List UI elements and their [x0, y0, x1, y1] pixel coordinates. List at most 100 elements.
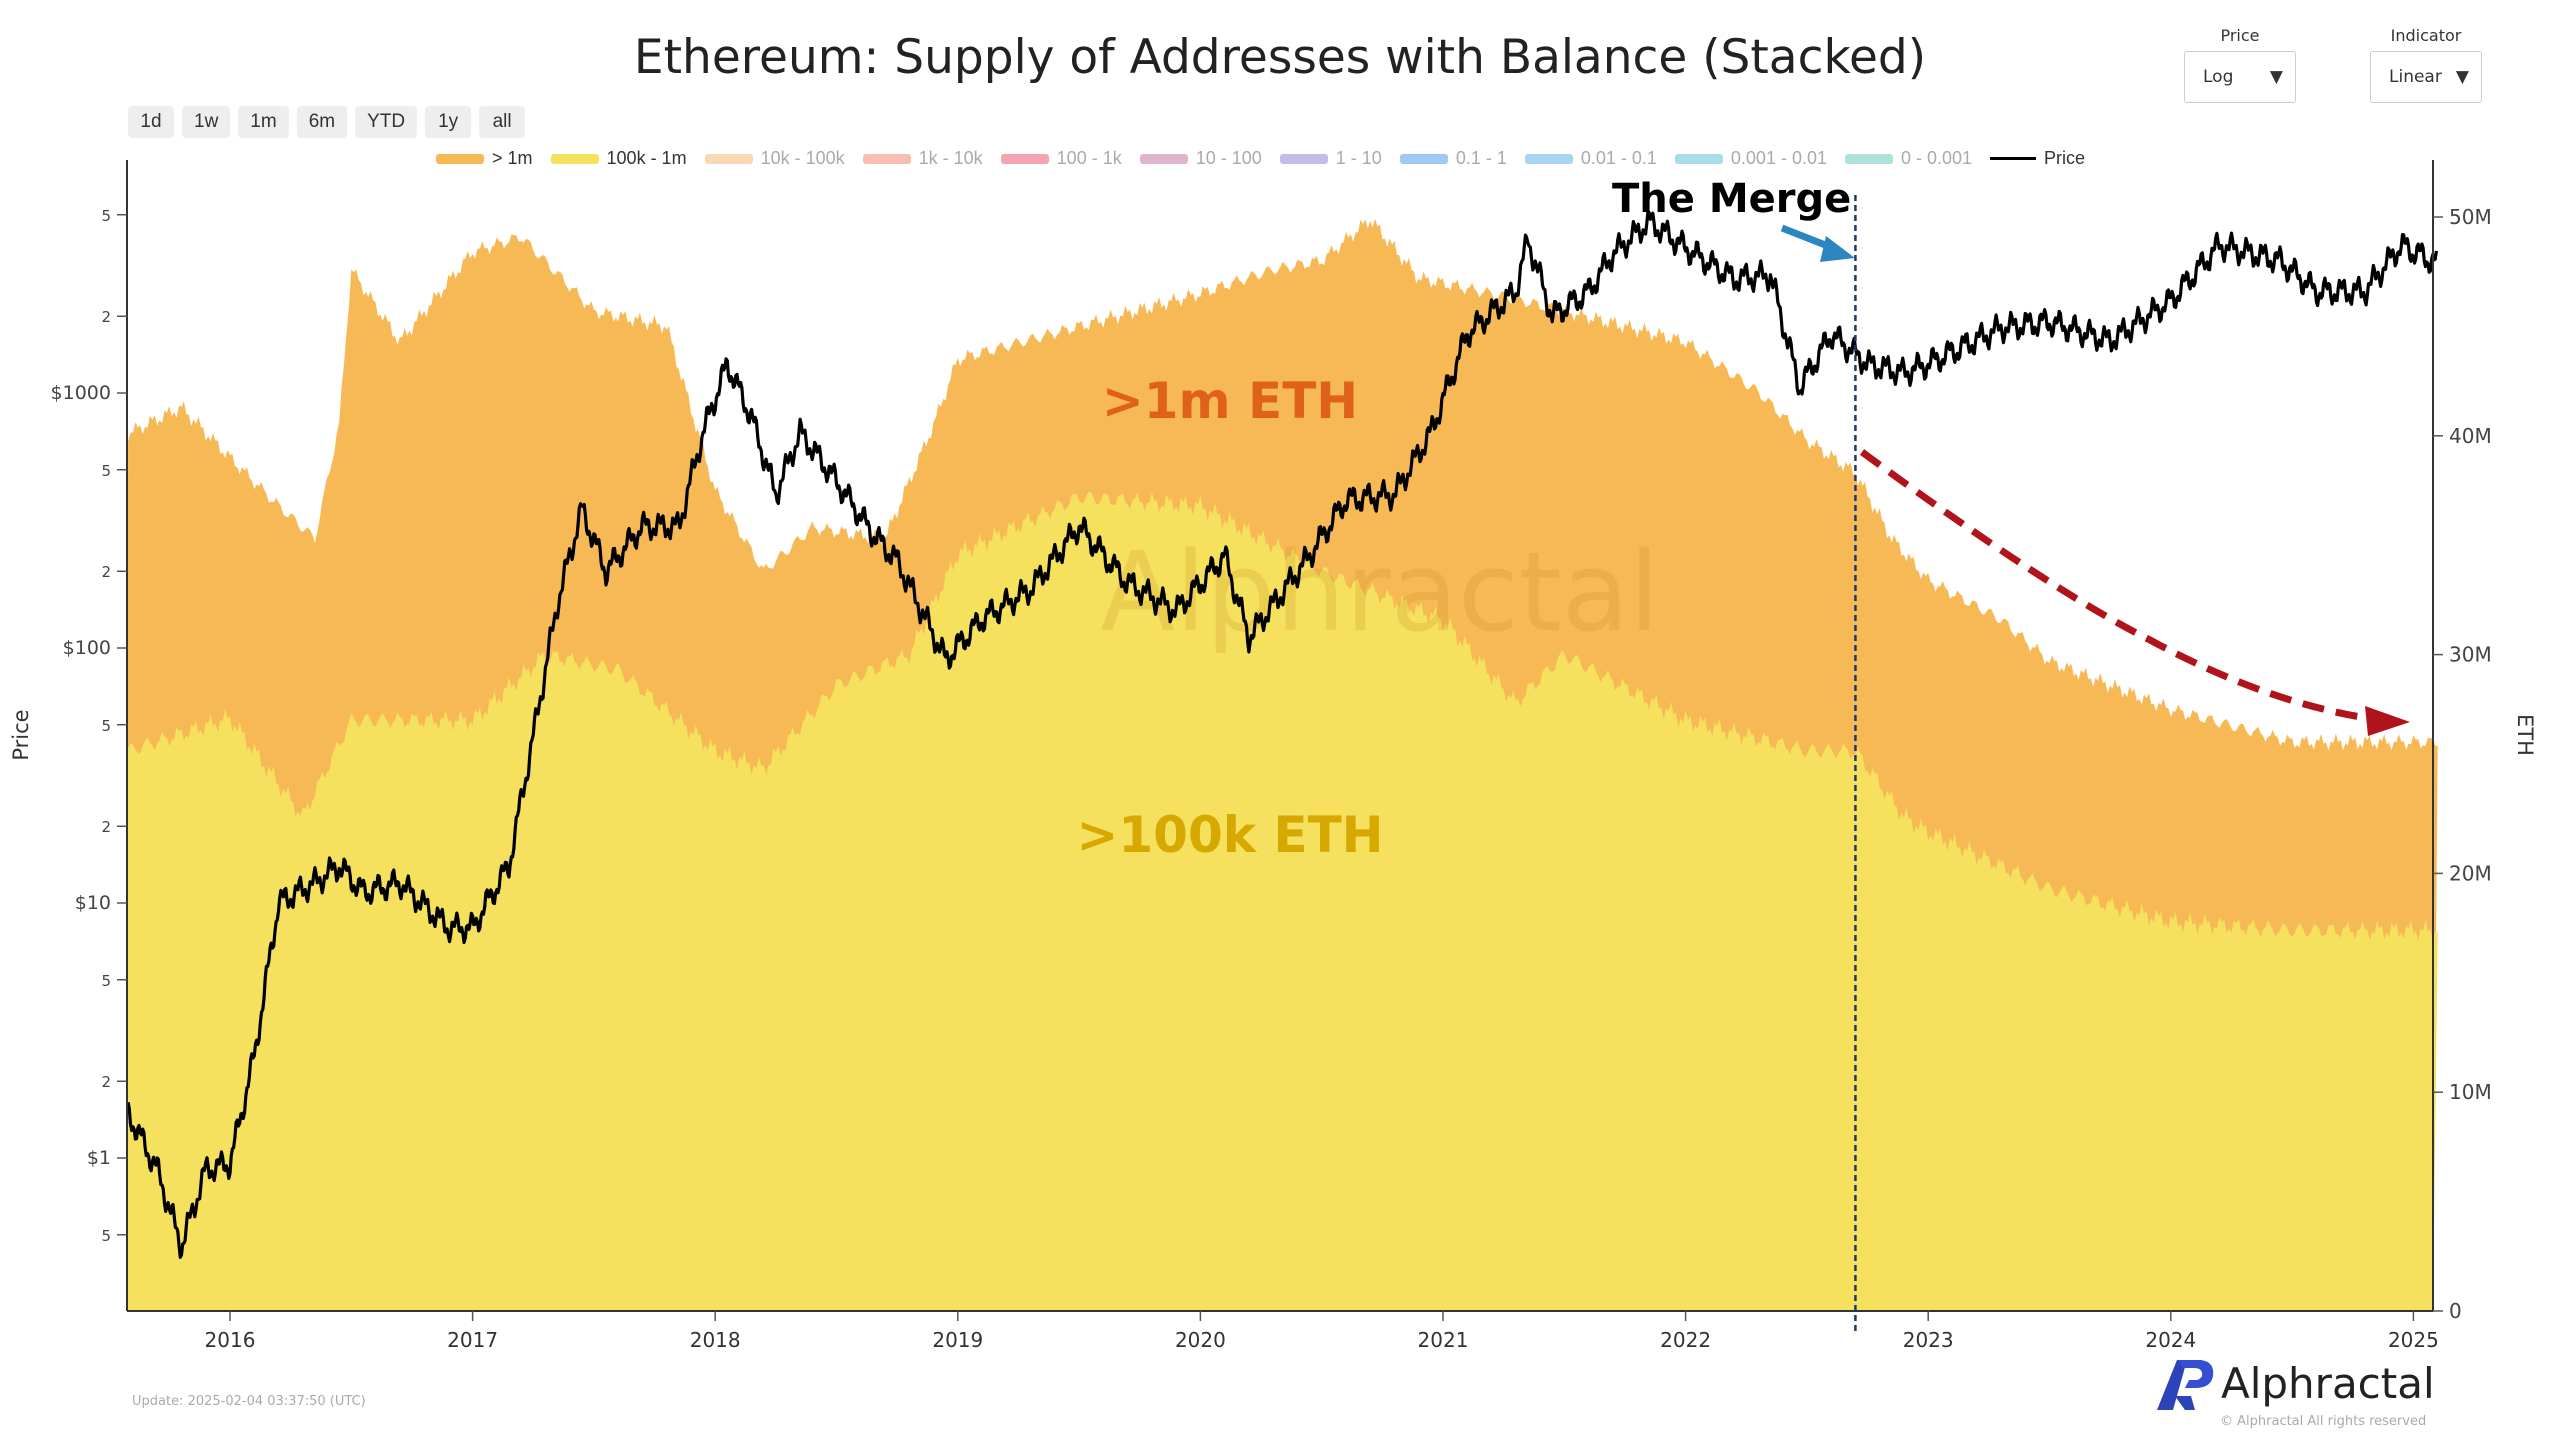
legend-swatch	[1139, 153, 1188, 164]
legend-swatch	[1279, 153, 1328, 164]
legend-swatch	[1399, 153, 1448, 164]
left-axis-tick-label: 2	[101, 308, 111, 326]
left-axis-tick-label: $1	[87, 1147, 111, 1169]
update-timestamp: Update: 2025-02-04 03:37:50 (UTC)	[132, 1394, 366, 1409]
left-axis-tick-label: 2	[101, 818, 111, 836]
chart-title: Ethereum: Supply of Addresses with Balan…	[633, 30, 1927, 85]
legend-swatch	[862, 153, 911, 164]
legend-item[interactable]: 0.001 - 0.01	[1674, 148, 1827, 169]
indicator-scale-label: Indicator	[2390, 26, 2462, 45]
x-axis-tick-label: 2025	[2388, 1328, 2439, 1352]
range-all-button[interactable]: all	[479, 106, 526, 138]
left-axis-tick-label: 5	[101, 717, 111, 735]
x-axis-tick-label: 2020	[1175, 1328, 1226, 1352]
indicator-scale-select[interactable]: Linear ▼	[2370, 51, 2482, 103]
legend-item[interactable]: 10 - 100	[1139, 148, 1262, 169]
left-axis-tick-label: $10	[75, 892, 111, 914]
dropdown-arrow-icon: ▼	[2269, 67, 2283, 87]
range-1m-button[interactable]: 1m	[238, 106, 289, 138]
legend-item[interactable]: Price	[1990, 148, 2085, 169]
alphractal-logo-icon	[2157, 1360, 2214, 1410]
range-1w-button[interactable]: 1w	[182, 106, 231, 138]
x-axis-tick-label: 2016	[205, 1328, 256, 1352]
range-1y-button[interactable]: 1y	[425, 106, 472, 138]
x-axis-tick-label: 2021	[1418, 1328, 1469, 1352]
indicator-scale-value: Linear	[2389, 67, 2442, 87]
left-axis-tick-label: $1000	[51, 382, 111, 404]
annotation-the-merge: The Merge	[1612, 176, 1851, 222]
legend-item[interactable]: 1k - 10k	[862, 148, 983, 169]
brand-name: Alphractal	[2221, 1359, 2435, 1408]
left-axis-tick-label: 5	[101, 1227, 111, 1245]
legend-label: 0 - 0.001	[1900, 148, 1973, 168]
left-axis-tick-label: 2	[101, 1073, 111, 1091]
legend-swatch	[1000, 153, 1049, 164]
legend-swatch	[436, 153, 484, 164]
left-axis-tick-label: 2	[101, 563, 111, 581]
legend-label: 1 - 10	[1335, 148, 1382, 168]
annotation-over-1m: >1m ETH	[1102, 372, 1358, 430]
range-6m-button[interactable]: 6m	[296, 106, 348, 138]
legend-item[interactable]: 100k - 1m	[550, 148, 687, 169]
legend-swatch	[1524, 153, 1573, 164]
right-axis-tick-label: 30M	[2449, 643, 2492, 667]
x-axis-tick-label: 2023	[1903, 1328, 1954, 1352]
right-axis-tick-label: 40M	[2449, 424, 2492, 448]
price-scale-value: Log	[2203, 67, 2234, 87]
right-axis-title: ETH	[2513, 714, 2537, 756]
left-axis-tick-label: 5	[101, 207, 111, 225]
legend-swatch	[1844, 153, 1893, 164]
x-axis-tick-label: 2024	[2145, 1328, 2196, 1352]
legend-swatch	[1674, 153, 1723, 164]
series-area-100k-1m	[127, 491, 2438, 1311]
trend-arrow-icon	[1859, 449, 2381, 724]
brand-logo: Alphractal	[2155, 1356, 2435, 1412]
x-axis-tick-label: 2018	[690, 1328, 741, 1352]
series-line-price	[126, 209, 2438, 1259]
x-axis-tick-label: 2017	[447, 1328, 498, 1352]
right-axis-tick-label: 10M	[2449, 1080, 2492, 1104]
legend: > 1m 100k - 1m 10k - 100k 1k - 10k 100 - 1k 1…	[436, 148, 2085, 169]
trend-arrowhead-icon	[2365, 706, 2410, 736]
x-axis-tick-label: 2019	[932, 1328, 983, 1352]
watermark: Alphractal	[1100, 528, 1660, 656]
price-scale-label: Price	[2220, 26, 2260, 45]
legend-label: Price	[2044, 148, 2086, 168]
left-axis-tick-label: 5	[101, 462, 111, 480]
legend-item[interactable]: 0.1 - 1	[1399, 148, 1507, 169]
left-axis-tick-label: 5	[101, 972, 111, 990]
left-axis-title: Price	[9, 709, 33, 760]
legend-label: 10 - 100	[1195, 148, 1262, 168]
legend-item[interactable]: 100 - 1k	[1000, 148, 1122, 169]
legend-swatch	[704, 153, 753, 164]
annotation-over-100k: >100k ETH	[1076, 806, 1383, 864]
copyright: © Alphractal All rights reserved	[2220, 1414, 2427, 1429]
legend-item[interactable]: 0.01 - 0.1	[1524, 148, 1657, 169]
range-1d-button[interactable]: 1d	[128, 106, 174, 138]
price-scale-select[interactable]: Log ▼	[2184, 51, 2296, 103]
x-axis-tick-label: 2022	[1660, 1328, 1711, 1352]
legend-label: 100k - 1m	[606, 148, 687, 168]
legend-item[interactable]: 0 - 0.001	[1844, 148, 1973, 169]
indicator-scale-control: Indicator Linear ▼	[2370, 26, 2482, 103]
right-axis-tick-label: 20M	[2449, 861, 2492, 885]
legend-label: 0.001 - 0.01	[1730, 148, 1827, 168]
legend-label: 100 - 1k	[1056, 148, 1122, 168]
legend-label: 10k - 100k	[760, 148, 845, 168]
merge-arrowhead-icon	[1820, 236, 1855, 262]
legend-item[interactable]: 1 - 10	[1279, 148, 1382, 169]
dropdown-arrow-icon: ▼	[2455, 67, 2469, 87]
legend-item[interactable]: 10k - 100k	[704, 148, 845, 169]
range-selector: 1d 1w 1m 6m YTD 1y all	[128, 106, 526, 138]
right-axis-tick-label: 50M	[2449, 205, 2492, 229]
legend-label: > 1m	[492, 148, 533, 168]
legend-swatch	[1990, 157, 2037, 160]
legend-swatch	[550, 153, 599, 164]
legend-item[interactable]: > 1m	[436, 148, 533, 169]
legend-label: 0.1 - 1	[1455, 148, 1507, 168]
right-axis-tick-label: 0	[2449, 1299, 2462, 1323]
legend-label: 1k - 10k	[918, 148, 983, 168]
range-ytd-button[interactable]: YTD	[355, 106, 418, 138]
left-axis-tick-label: $100	[63, 637, 111, 659]
